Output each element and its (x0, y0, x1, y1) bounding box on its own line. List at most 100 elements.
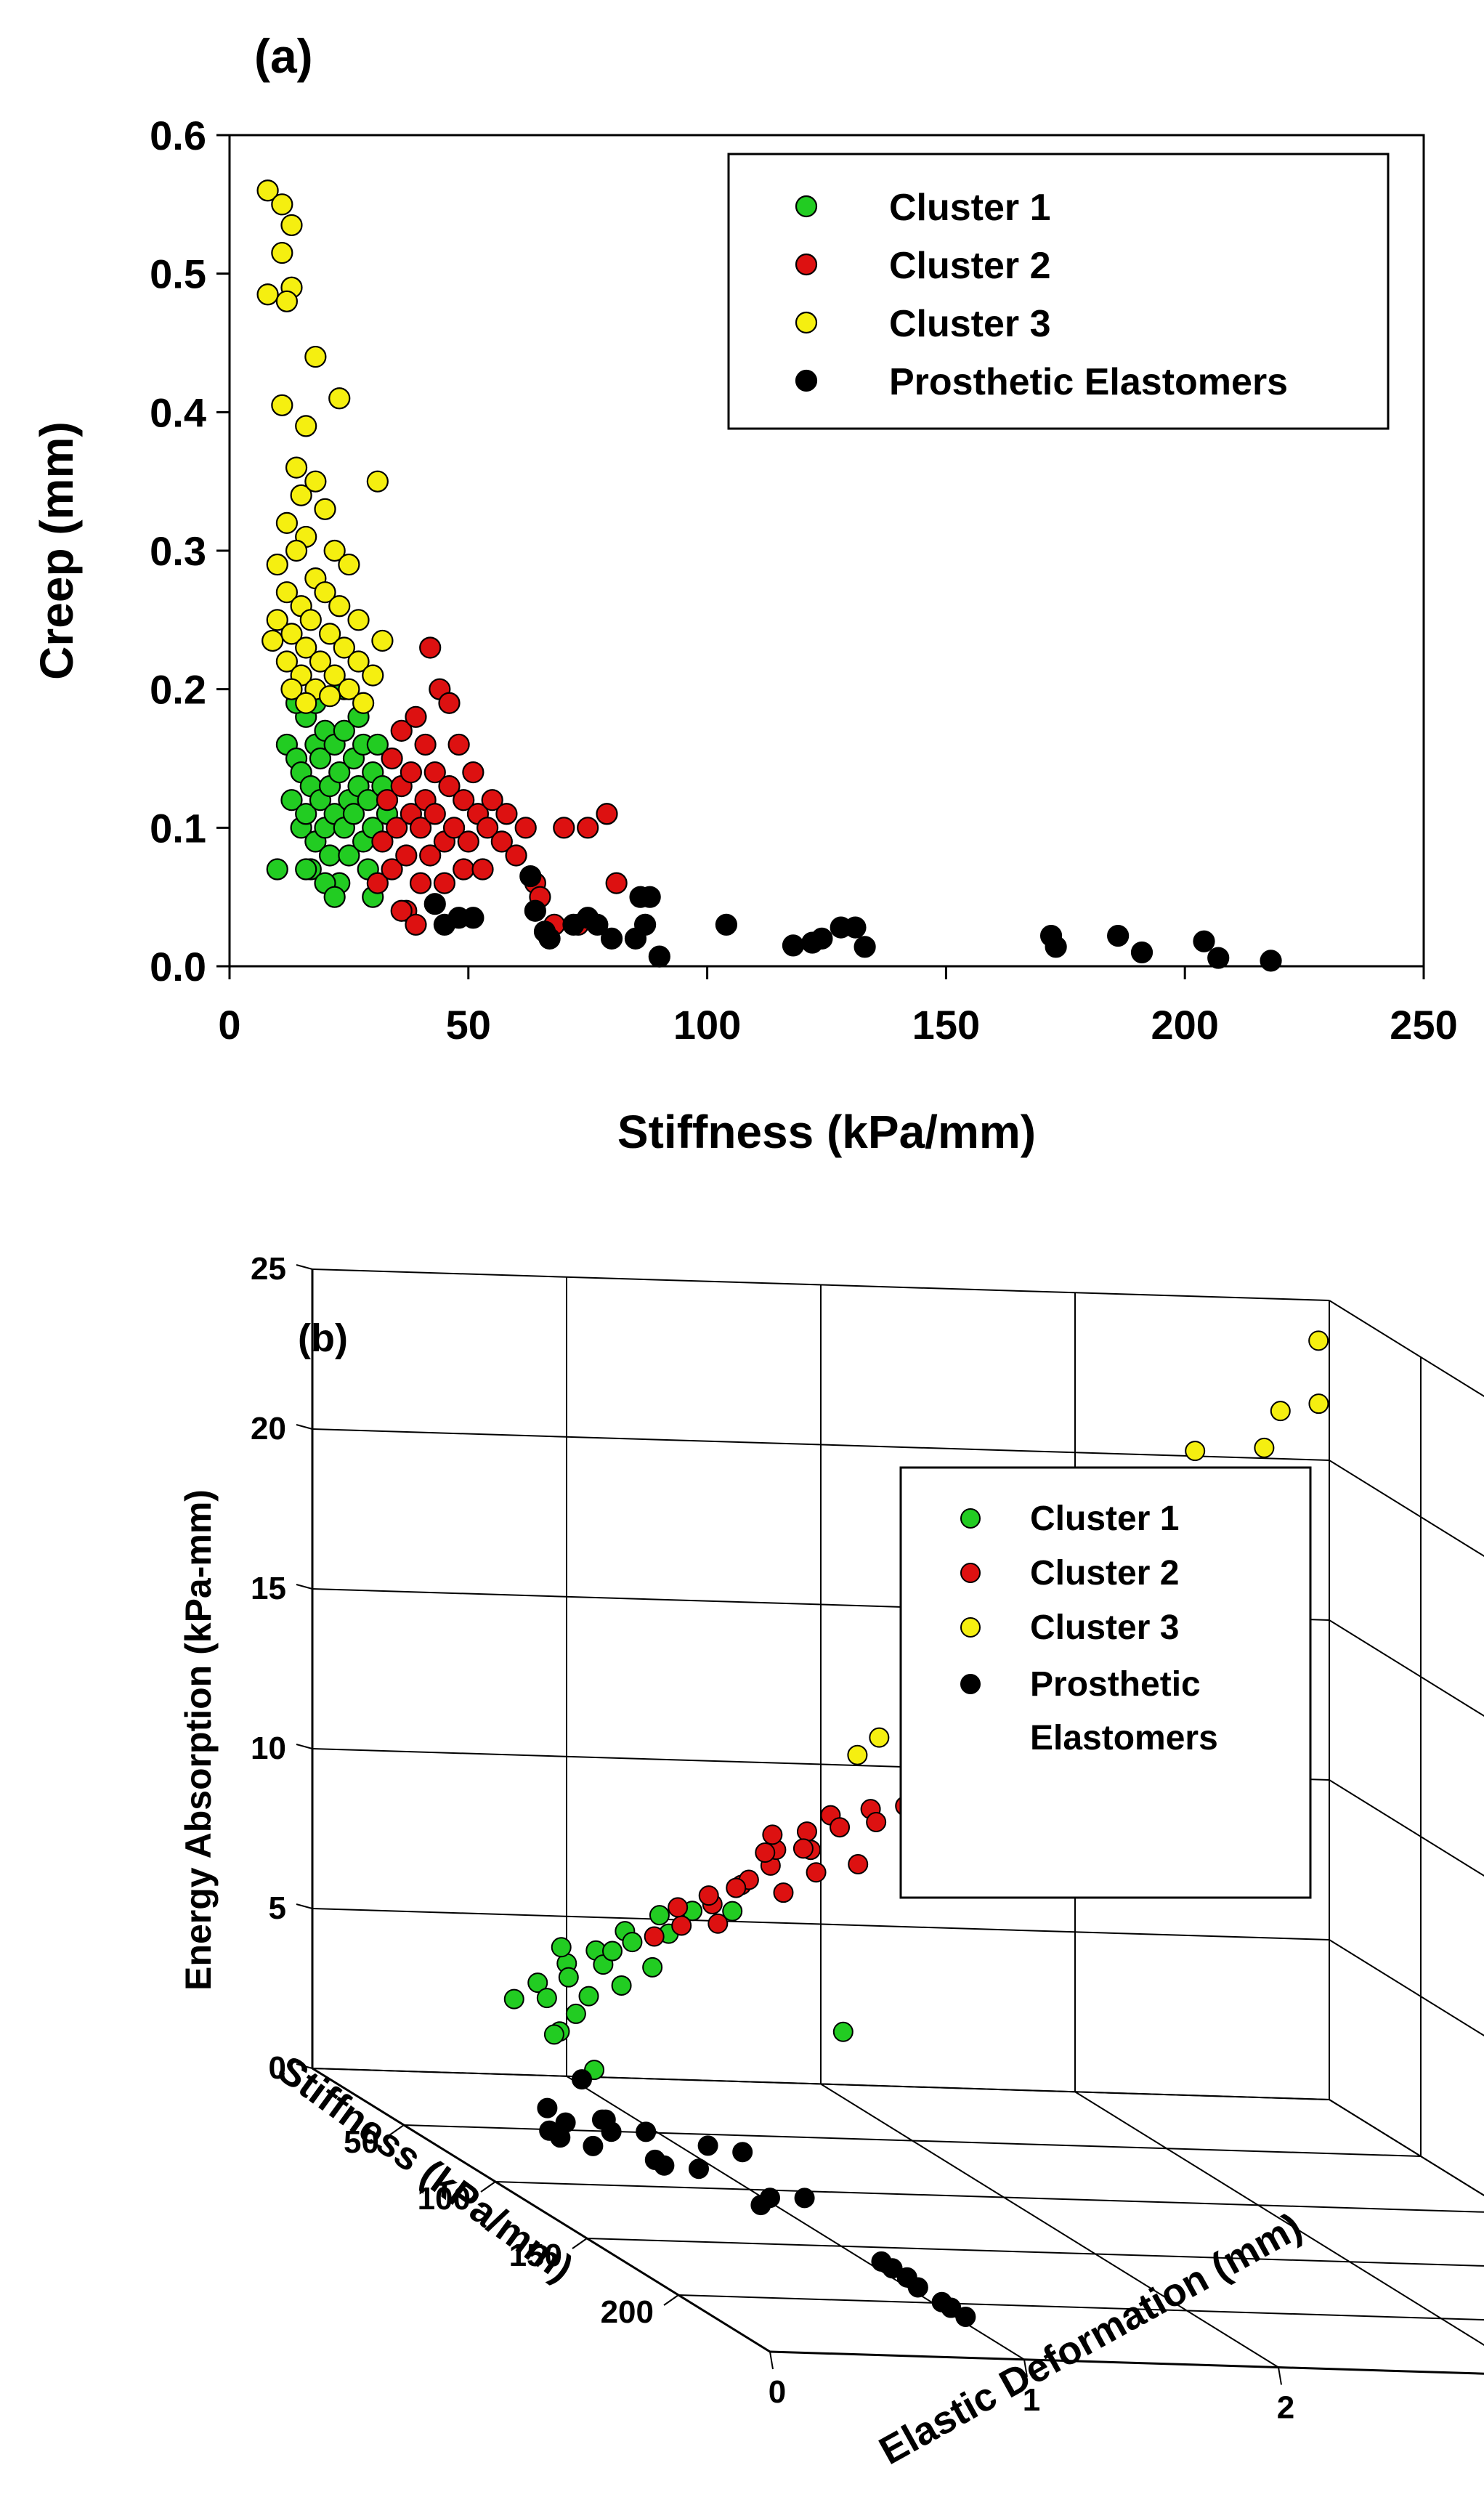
y-tick-label: 0.4 (150, 389, 206, 435)
point-cluster-2 (505, 844, 527, 867)
legend-marker (960, 1508, 981, 1529)
point-prosthetic-elastomers (882, 2258, 903, 2279)
point-prosthetic-elastomers (1045, 936, 1067, 958)
point-cluster-1 (342, 803, 365, 825)
point-cluster-2 (409, 817, 432, 839)
point-cluster-2 (462, 761, 484, 784)
panel-b-x-axis-title: Stiffness (kPa/mm) (269, 2047, 581, 2290)
point-prosthetic-elastomers (586, 913, 609, 936)
point-cluster-3 (275, 650, 299, 673)
point-cluster-2 (419, 844, 442, 867)
point-cluster-1 (565, 2003, 586, 2024)
panel-b-ticks: 05101520255010015020001234 (251, 1251, 1294, 2426)
point-cluster-3 (299, 609, 322, 631)
point-prosthetic-elastomers (648, 945, 670, 968)
point-cluster-3 (266, 553, 288, 576)
panel-a-points (256, 179, 1282, 972)
point-cluster-2 (477, 817, 499, 839)
y-tick-label: 0.2 (150, 667, 206, 713)
x-tick-label: 250 (1390, 1002, 1457, 1048)
z-tick-label: 15 (251, 1571, 286, 1606)
point-cluster-3 (1270, 1401, 1291, 1422)
point-cluster-1 (536, 1988, 557, 2009)
point-cluster-2 (366, 872, 389, 894)
legend-label: Cluster 3 (1030, 1608, 1179, 1647)
x-tick-mark (480, 2181, 496, 2193)
legend-marker (795, 195, 818, 218)
point-cluster-2 (453, 789, 475, 812)
point-cluster-2 (371, 830, 394, 853)
point-cluster-1 (328, 761, 351, 784)
legend-label: Cluster 1 (1030, 1500, 1179, 1538)
legend-label: Prosthetic Elastomers (889, 361, 1288, 403)
point-cluster-3 (323, 539, 346, 562)
point-cluster-3 (256, 283, 279, 306)
point-prosthetic-elastomers (1207, 947, 1230, 969)
point-cluster-3 (338, 678, 360, 700)
point-cluster-3 (280, 623, 303, 645)
point-cluster-1 (642, 1956, 663, 1978)
point-prosthetic-elastomers (907, 2277, 928, 2298)
point-prosthetic-elastomers (423, 893, 446, 915)
y-tick-label: 0.6 (150, 113, 206, 158)
grid-line (495, 2181, 1484, 2213)
point-cluster-2 (726, 1877, 747, 1898)
z-tick-mark (296, 2063, 313, 2069)
point-cluster-2 (453, 858, 475, 881)
y-tick-label: 0.5 (150, 251, 206, 297)
point-cluster-1 (551, 1937, 572, 1958)
point-cluster-3 (366, 470, 389, 493)
point-cluster-3 (295, 415, 317, 437)
panel-b-grid (311, 1268, 1484, 2375)
panel-b-label: (b) (298, 1316, 348, 1360)
z-tick-mark (296, 1903, 313, 1909)
point-cluster-1 (527, 1972, 548, 1994)
z-tick-label: 20 (251, 1411, 286, 1446)
x-tick-mark (389, 2124, 405, 2136)
point-cluster-2 (490, 830, 513, 853)
point-cluster-1 (611, 1975, 632, 1996)
point-cluster-3 (295, 692, 317, 714)
point-cluster-3 (323, 664, 346, 687)
y-tick-label: 0.0 (150, 944, 206, 990)
panel-a-x-axis-title: Stiffness (kPa/mm) (617, 1106, 1036, 1158)
point-cluster-1 (338, 844, 360, 867)
point-prosthetic-elastomers (550, 2127, 571, 2148)
point-cluster-2 (796, 1821, 817, 1842)
y-tick-label: 0.3 (150, 528, 206, 574)
point-cluster-3 (275, 290, 299, 312)
x-tick-label: 50 (344, 2124, 379, 2160)
grid-line (1074, 2091, 1484, 2346)
x-tick-label: 100 (418, 2181, 471, 2217)
point-cluster-3 (318, 623, 341, 645)
point-cluster-1 (832, 2021, 853, 2042)
point-prosthetic-elastomers (853, 936, 876, 958)
point-cluster-3 (347, 609, 370, 631)
point-cluster-3 (338, 553, 360, 576)
point-cluster-3 (304, 470, 327, 493)
panel-a-ticks: 0 50 100 150 200 250 0.0 0.1 0.2 0.3 0.4 0.5 0.6 (150, 113, 1458, 1048)
point-cluster-2 (553, 817, 575, 839)
point-cluster-2 (442, 817, 466, 839)
x-tick-label: 200 (601, 2294, 654, 2330)
point-cluster-2 (381, 858, 403, 881)
point-prosthetic-elastomers (634, 913, 657, 936)
point-cluster-2 (755, 1842, 776, 1863)
z-tick-mark (296, 1744, 313, 1749)
legend-marker (960, 1674, 981, 1694)
point-cluster-3 (352, 692, 375, 714)
point-cluster-3 (256, 179, 279, 202)
point-cluster-3 (271, 394, 293, 416)
point-cluster-3 (275, 511, 299, 534)
point-prosthetic-elastomers (654, 2155, 675, 2176)
legend-label: Cluster 2 (1030, 1554, 1179, 1593)
point-cluster-3 (285, 539, 308, 562)
legend-label: Cluster 3 (889, 303, 1051, 345)
legend-marker (960, 1617, 981, 1638)
point-cluster-2 (423, 761, 446, 784)
point-cluster-3 (1308, 1393, 1329, 1415)
point-prosthetic-elastomers (592, 2109, 612, 2130)
grid-line (312, 1268, 1330, 1301)
z-tick-mark (296, 1264, 313, 1270)
